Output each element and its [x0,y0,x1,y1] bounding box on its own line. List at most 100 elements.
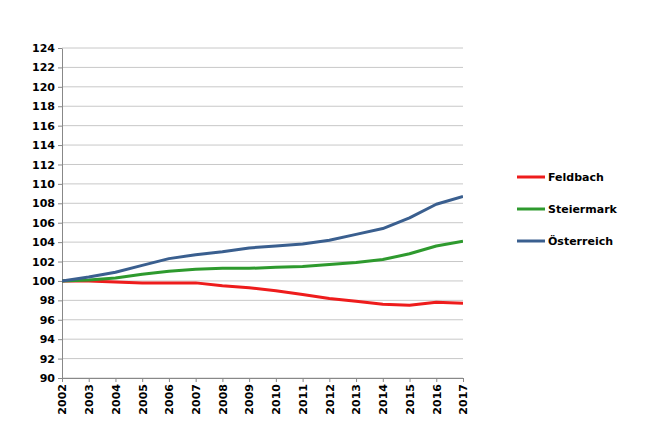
y-tick: 102 [32,256,62,269]
y-tick: 120 [32,81,62,94]
y-tick-label: 90 [40,372,56,385]
grid-line [62,319,463,320]
x-tick-mark [62,378,63,382]
y-tick-label: 108 [32,197,55,210]
grid-line [62,48,463,49]
y-tick-label: 112 [32,158,55,171]
y-tick: 114 [32,139,62,152]
x-tick: 2010 [270,378,283,415]
x-tick: 2003 [83,378,96,415]
y-tick-label: 106 [32,217,55,230]
y-axis-line [62,49,63,379]
legend: FeldbachSteiermarkÖsterreich [517,171,618,248]
x-tick: 2011 [297,378,310,415]
y-tick-label: 104 [32,236,55,249]
legend-swatch [517,208,545,211]
y-tick-label: 116 [32,120,55,133]
y-tick-label: 120 [32,81,55,94]
y-tick-label: 110 [32,178,55,191]
y-tick: 110 [32,178,62,191]
y-tick: 116 [32,120,62,133]
x-tick-label: 2017 [457,384,470,415]
y-tick-mark [58,281,62,282]
x-tick-mark [303,378,304,382]
y-tick: 98 [40,294,62,307]
y-tick: 96 [40,314,62,327]
grid-line [62,358,463,359]
y-tick-mark [58,87,62,88]
y-tick: 108 [32,197,62,210]
x-tick-label: 2015 [404,384,417,415]
x-tick: 2007 [190,378,203,415]
y-tick-mark [58,203,62,204]
grid-line [62,86,463,87]
y-tick-label: 102 [32,256,55,269]
x-tick: 2006 [163,378,176,415]
y-tick: 112 [32,158,62,171]
y-tick: 92 [40,353,62,366]
grid-line [62,164,463,165]
x-tick-label: 2013 [350,384,363,415]
y-tick-label: 92 [40,353,55,366]
x-tick-mark [142,378,143,382]
x-tick: 2005 [137,378,150,415]
x-tick-mark [222,378,223,382]
x-tick: 2002 [56,378,69,415]
y-tick-mark [58,145,62,146]
y-tick: 94 [40,333,62,346]
y-tick-mark [58,106,62,107]
x-tick-mark [249,378,250,382]
grid-line [62,125,463,126]
y-tick-mark [58,126,62,127]
y-tick-mark [58,262,62,263]
y-tick-mark [58,48,62,49]
x-tick-label: 2010 [270,384,283,415]
grid-line [62,203,463,204]
x-tick-mark [169,378,170,382]
x-tick: 2009 [243,378,256,415]
x-tick-label: 2003 [83,384,96,415]
legend-swatch [517,176,545,179]
grid-line [62,300,463,301]
y-tick-label: 100 [32,275,55,288]
y-tick-label: 96 [40,314,56,327]
y-tick-label: 118 [32,100,55,113]
grid-line [62,183,463,184]
legend-swatch [517,240,545,243]
series-line [62,197,463,281]
y-tick: 118 [32,100,62,113]
y-tick: 104 [32,236,62,249]
x-tick-label: 2016 [431,384,444,415]
grid-line [62,339,463,340]
x-tick: 2015 [404,378,417,415]
x-tick-label: 2004 [110,384,123,415]
x-tick-mark [196,378,197,382]
x-tick-mark [356,378,357,382]
y-tick-mark [58,184,62,185]
y-tick-label: 98 [40,294,55,307]
grid-line [62,378,463,379]
x-tick-label: 2011 [297,384,310,415]
y-tick-mark [58,378,62,379]
lines [62,197,463,306]
y-tick-mark [58,359,62,360]
x-tick-label: 2012 [324,384,337,415]
y-tick-mark [58,320,62,321]
y-tick: 100 [32,275,62,288]
x-tick-mark [383,378,384,382]
x-tick-label: 2014 [377,384,390,415]
grid-line [62,106,463,107]
grid-line [62,67,463,68]
y-tick-mark [58,223,62,224]
grid-line [62,242,463,243]
y-tick-mark [58,164,62,165]
y-tick-label: 122 [32,61,55,74]
x-tick-mark [276,378,277,382]
x-tick: 2017 [457,378,470,415]
x-tick: 2012 [324,378,337,415]
x-tick-label: 2006 [163,384,176,415]
y-tick-mark [58,300,62,301]
y-axis: 90 92 94 96 98 100 102 104 106 108 110 112 114 116 118… [32,42,62,385]
y-tick-label: 114 [32,139,55,152]
y-tick-mark [58,67,62,68]
